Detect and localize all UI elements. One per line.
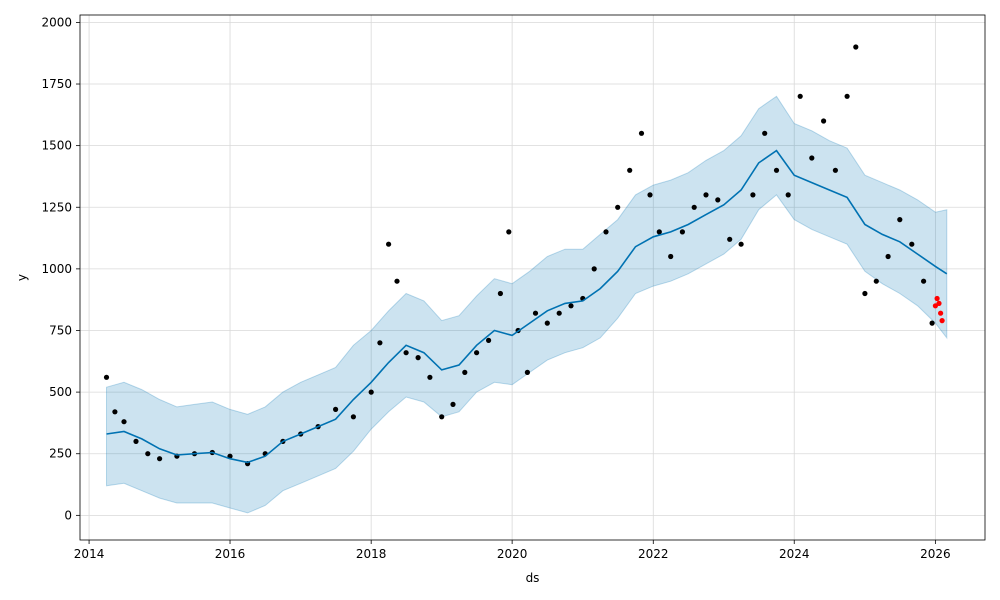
observed-point: [462, 369, 468, 375]
recent-actual-points: [932, 295, 945, 324]
y-tick-label: 0: [64, 508, 72, 522]
observed-point: [615, 204, 621, 210]
x-tick-label: 2020: [497, 547, 528, 561]
observed-point: [627, 167, 633, 173]
observed-point: [797, 93, 803, 99]
observed-point: [727, 236, 733, 242]
x-tick-label: 2014: [74, 547, 105, 561]
observed-point: [844, 93, 850, 99]
observed-point: [832, 167, 839, 173]
observed-point: [897, 217, 903, 223]
observed-point: [703, 192, 709, 198]
uncertainty-band-area: [106, 95, 948, 514]
observed-point: [506, 229, 512, 235]
plot-frame: [79, 14, 986, 541]
observed-point: [921, 278, 927, 284]
observed-point: [415, 355, 421, 361]
observed-point: [112, 409, 118, 415]
observed-point: [556, 310, 562, 316]
observed-point: [350, 414, 356, 420]
observed-point: [668, 253, 674, 260]
observed-point: [474, 350, 480, 356]
x-tick-label: 2024: [779, 547, 810, 561]
observed-point: [821, 118, 827, 124]
y-tick-label: 1500: [41, 139, 72, 153]
x-tick-label: 2022: [638, 547, 669, 561]
y-tick-label: 750: [49, 323, 72, 337]
observed-point: [486, 337, 492, 343]
y-axis-label: y: [15, 274, 29, 281]
actual-point: [934, 295, 940, 302]
observed-point: [427, 374, 433, 380]
x-tick-label: 2026: [920, 547, 951, 561]
observed-point: [656, 229, 662, 235]
uncertainty-band: [106, 95, 948, 514]
observed-point: [103, 374, 110, 380]
y-tick-label: 1750: [41, 77, 72, 91]
plot-border: [79, 14, 986, 541]
actual-point: [939, 318, 945, 324]
observed-point: [121, 419, 127, 425]
observed-point: [873, 278, 879, 284]
actual-point: [938, 310, 944, 316]
observed-point: [377, 340, 383, 346]
observed-point: [524, 369, 531, 375]
observed-point: [603, 229, 609, 235]
observed-point: [133, 438, 139, 444]
observed-point: [568, 303, 574, 309]
grid-lines: [80, 15, 985, 540]
observed-point: [394, 278, 400, 284]
y-tick-label: 250: [49, 447, 72, 461]
observed-point: [885, 253, 891, 260]
observed-point: [591, 266, 597, 272]
observed-point: [929, 320, 935, 326]
observed-point: [691, 204, 697, 210]
observed-point: [368, 389, 374, 395]
observed-point: [157, 456, 163, 462]
observed-point: [333, 406, 339, 412]
observed-point: [909, 241, 915, 247]
observed-point: [679, 229, 686, 235]
observed-point: [497, 290, 503, 297]
observed-point: [853, 44, 859, 50]
observed-point: [403, 350, 409, 356]
observed-point: [750, 192, 756, 198]
observed-point: [715, 197, 721, 203]
forecast-line: [106, 149, 948, 464]
observed-point: [762, 130, 768, 136]
y-tick-label: 2000: [41, 15, 72, 29]
y-tick-label: 1250: [41, 200, 72, 214]
observed-point: [450, 401, 456, 407]
x-tick-label: 2016: [215, 547, 246, 561]
x-axis-ticks: 2014 2016 2018 2020 2022 2024 2026: [74, 540, 951, 561]
x-tick-label: 2018: [356, 547, 387, 561]
y-axis-ticks: 0 250 500 750 1000 1250 1500 1750 2000: [41, 15, 80, 522]
observed-point: [145, 451, 151, 457]
observed-point: [773, 167, 780, 173]
observed-points: [103, 44, 935, 467]
observed-point: [544, 320, 550, 326]
y-tick-label: 500: [49, 385, 72, 399]
forecast-line-group: [106, 149, 948, 464]
actual-point: [936, 300, 942, 306]
observed-point: [738, 241, 744, 247]
x-axis-label: ds: [526, 571, 540, 585]
observed-point: [532, 310, 539, 316]
observed-point: [862, 290, 868, 297]
y-tick-label: 1000: [41, 262, 72, 276]
observed-point: [638, 130, 645, 136]
observed-point: [785, 192, 791, 198]
observed-point: [809, 155, 815, 161]
observed-point: [439, 414, 445, 420]
observed-point: [386, 241, 392, 247]
observed-point: [647, 192, 653, 198]
